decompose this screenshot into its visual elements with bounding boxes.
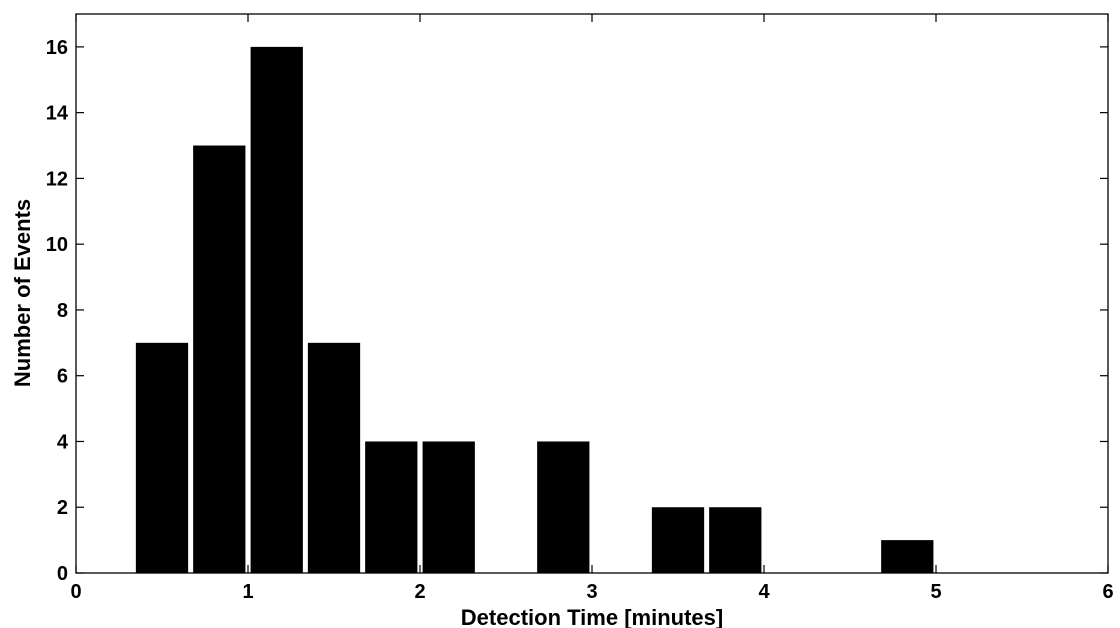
y-tick-label: 2 (57, 497, 68, 519)
histogram-bar (709, 507, 762, 573)
histogram-bar (135, 342, 189, 573)
x-tick-label: 0 (70, 581, 81, 603)
x-tick-label: 3 (586, 581, 597, 603)
bars-layer (135, 46, 934, 573)
histogram-bar (651, 507, 705, 573)
histogram-bar (881, 540, 934, 573)
y-tick-label: 16 (46, 37, 68, 59)
y-tick-label: 4 (57, 431, 69, 453)
histogram-bar (307, 342, 361, 573)
x-tick-label: 2 (414, 581, 425, 603)
histogram-bar (537, 441, 590, 573)
y-axis-title: Number of Events (10, 199, 35, 387)
y-tick-label: 0 (57, 563, 68, 585)
axes-frame (75, 13, 1109, 574)
x-tick-label: 1 (242, 581, 253, 603)
histogram-bar (365, 441, 418, 573)
histogram-bar (422, 441, 475, 573)
y-tick-label: 6 (57, 366, 68, 388)
histogram-bar (193, 145, 246, 573)
x-axis-title: Detection Time [minutes] (461, 605, 723, 628)
y-tick-label: 14 (46, 103, 69, 125)
x-tick-label: 4 (758, 581, 770, 603)
histogram-bar (250, 46, 303, 573)
y-tick-label: 12 (46, 168, 68, 190)
x-tick-label: 6 (1102, 581, 1113, 603)
x-tick-label: 5 (930, 581, 941, 603)
y-tick-label: 10 (46, 234, 68, 256)
y-tick-label: 8 (57, 300, 68, 322)
